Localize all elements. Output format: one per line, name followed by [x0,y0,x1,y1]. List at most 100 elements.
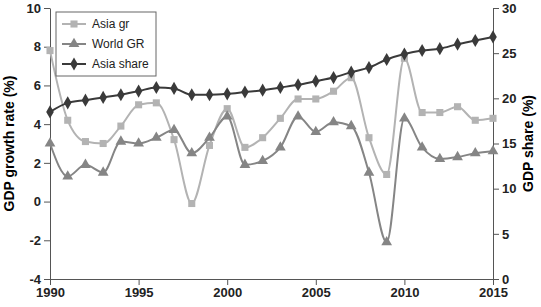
tick: 2005 [302,279,331,300]
tick-label: 30 [502,1,516,16]
series-marker [188,88,196,101]
tick-mark [404,279,405,285]
series-marker [418,44,426,57]
series-marker [328,116,339,125]
chart: 199019952000200520102015-4-2024681005101… [0,0,541,307]
series-marker [64,96,72,109]
y2-axis-title: GDP share (%) [520,95,536,192]
series-marker [240,159,251,168]
series-marker [46,105,54,118]
tick: 6 [34,78,50,93]
series-marker [347,66,355,79]
series-marker [294,78,302,91]
legend-marker [69,38,80,47]
tick-label: 0 [502,272,509,287]
axis-line [51,279,494,280]
tick-mark [44,85,50,86]
tick-mark [493,144,499,145]
series-marker [330,88,337,95]
series-marker [364,166,375,175]
series-marker [133,137,144,146]
series-marker [153,81,161,94]
tick-mark [493,53,499,54]
series-marker [293,110,304,119]
tick-label: 1990 [36,285,65,300]
y2-axis: 0 5 10 15 20 25 30 [493,1,516,287]
series-marker [346,120,357,129]
tick-mark [316,279,317,285]
series-line [50,116,493,242]
legend: Asia gr World GR Asia share [56,12,156,76]
series-marker [62,170,73,179]
series-marker [98,166,109,175]
series-marker [383,171,390,178]
series-marker [454,38,462,51]
marks [45,30,499,245]
legend-entry: Asia share [62,57,149,71]
series-marker [488,145,499,154]
series-marker [277,81,285,94]
tick-mark [493,98,499,99]
legend-label: World GR [92,37,145,51]
series-marker [82,138,89,145]
tick-mark [493,279,499,280]
tick-label: 2005 [302,285,331,300]
series-marker [381,236,392,245]
tick-mark [44,202,50,203]
legend-label: Asia share [92,57,149,71]
tick: 1995 [125,279,154,300]
series-marker [417,141,428,150]
series-marker [295,95,302,102]
series-marker [452,151,463,160]
legend-label: Asia gr [92,17,129,31]
series-marker [472,117,479,124]
series-marker [259,134,266,141]
tick-label: 5 [502,226,509,241]
legend-entry: Asia gr [62,17,129,31]
tick-mark [493,234,499,235]
tick-label: 0 [34,194,41,209]
series-marker [188,200,195,207]
series-marker [312,95,319,102]
series-marker [82,94,90,107]
tick-mark [493,8,499,9]
series-marker [310,126,321,135]
series-marker [171,136,178,143]
series-marker [489,115,496,122]
series-marker [117,88,125,101]
tick-label: 10 [27,1,41,16]
tick: 2 [34,156,50,171]
tick: 10 [27,1,50,16]
tick: 4 [34,117,50,132]
tick-mark [44,240,50,241]
series-marker [64,117,71,124]
series-marker [45,137,56,146]
series-marker [99,91,107,104]
series-marker [259,84,267,97]
tick: 25 [493,46,516,61]
series-marker [80,159,91,168]
series-marker [206,142,213,149]
tick-mark [44,163,50,164]
legend-marker [70,20,77,27]
tick-label: 10 [502,181,516,196]
series-marker [241,144,248,151]
tick-label: 20 [502,91,516,106]
tick: 0 [493,272,509,287]
tick-label: 15 [502,136,516,151]
series-marker [312,75,320,88]
series-marker [471,34,479,47]
series-marker [153,99,160,106]
tick: 30 [493,1,516,16]
series-marker [401,47,409,60]
series-marker [241,85,249,98]
series-marker [330,71,338,84]
series-marker [470,147,481,156]
tick-label: 2015 [479,285,508,300]
x-axis: 199019952000200520102015 [36,279,508,300]
tick-label: 25 [502,46,516,61]
tick: 20 [493,91,516,106]
series-marker [365,61,373,74]
series-marker [170,82,178,95]
tick: -2 [29,233,50,248]
